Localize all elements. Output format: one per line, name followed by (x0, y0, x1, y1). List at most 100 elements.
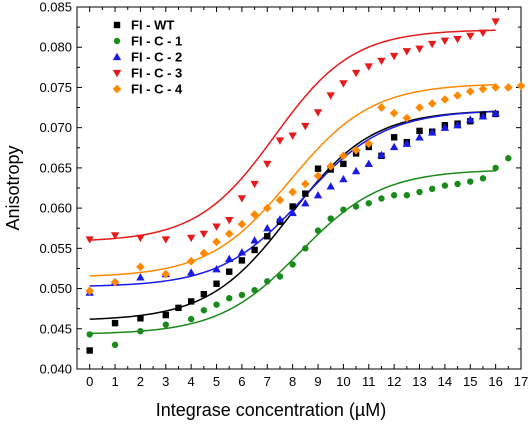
x-tick-label: 2 (137, 374, 144, 389)
data-point-series-1 (416, 127, 423, 135)
x-tick-label: 4 (188, 374, 195, 389)
data-point-series-4 (466, 32, 475, 41)
data-point-series-1 (264, 233, 271, 240)
data-point-series-1 (314, 165, 322, 172)
data-point-series-5 (136, 262, 145, 272)
data-point-series-4 (136, 234, 145, 243)
data-point-series-5 (389, 108, 399, 118)
y-tick-label: 0.085 (39, 0, 72, 15)
y-axis-title: Anisotropy (3, 145, 23, 230)
data-point-series-1 (226, 268, 233, 275)
legend-marker-series-3 (112, 52, 122, 61)
data-point-series-4 (415, 45, 424, 54)
data-point-series-2 (111, 341, 119, 349)
data-point-series-1 (251, 246, 258, 254)
data-point-series-3 (440, 123, 450, 131)
data-point-series-5 (440, 95, 450, 104)
data-point-series-2 (302, 245, 309, 252)
data-point-series-3 (478, 112, 488, 120)
data-point-series-3 (250, 236, 259, 244)
data-point-series-2 (352, 203, 360, 210)
data-point-series-2 (162, 321, 169, 328)
data-point-series-5 (478, 84, 488, 94)
data-point-series-4 (85, 236, 94, 244)
data-point-series-4 (491, 18, 500, 26)
data-point-series-2 (86, 331, 93, 338)
data-point-series-2 (137, 327, 144, 335)
x-tick-label: 14 (438, 374, 452, 389)
data-point-series-2 (264, 278, 271, 285)
legend-label-series-2: FI - C - 1 (131, 34, 182, 49)
data-point-series-3 (466, 115, 475, 123)
data-point-series-2 (365, 200, 372, 207)
data-point-series-2 (251, 286, 258, 294)
data-point-series-4 (478, 29, 488, 37)
legend-marker-series-1 (113, 21, 121, 29)
data-point-series-5 (199, 248, 209, 258)
data-point-series-1 (213, 280, 220, 287)
x-tick-label: 9 (314, 374, 321, 389)
fit-curve-series-2 (89, 170, 496, 335)
legend-marker-series-2 (113, 37, 121, 45)
data-point-series-1 (175, 304, 182, 312)
data-point-series-5 (275, 195, 285, 205)
x-tick-label: 10 (336, 374, 350, 389)
data-point-series-5 (351, 145, 361, 155)
data-point-series-4 (250, 180, 259, 189)
data-point-series-3 (339, 174, 348, 183)
data-point-series-1 (302, 190, 309, 197)
x-tick-label: 11 (362, 374, 376, 389)
data-point-series-5 (364, 139, 374, 149)
data-point-series-4 (301, 122, 310, 131)
data-point-series-3 (402, 139, 412, 147)
data-point-series-4 (428, 40, 437, 49)
data-point-series-3 (313, 191, 323, 199)
data-point-series-2 (289, 261, 296, 268)
x-axis-title: Integrase concentration (µM) (156, 400, 386, 420)
data-point-series-3 (225, 254, 234, 262)
data-point-series-3 (491, 108, 500, 117)
data-point-series-3 (326, 182, 335, 190)
data-point-series-3 (186, 268, 196, 276)
data-point-series-5 (491, 83, 500, 92)
data-point-series-3 (263, 224, 272, 232)
data-point-series-1 (162, 311, 169, 319)
data-point-series-1 (390, 134, 398, 141)
data-point-series-5 (402, 113, 412, 123)
data-point-series-3 (415, 133, 424, 141)
data-point-series-4 (161, 236, 170, 244)
data-point-series-3 (351, 166, 361, 175)
data-point-series-5 (453, 91, 462, 100)
data-point-series-5 (427, 99, 437, 108)
legend-label-series-4: FI - C - 3 (131, 66, 182, 81)
legend-marker-series-5 (112, 84, 122, 94)
y-tick-label: 0.075 (39, 80, 72, 95)
data-point-series-3 (301, 199, 310, 207)
data-point-series-2 (416, 188, 423, 196)
data-point-series-5 (465, 87, 475, 96)
x-tick-label: 1 (111, 374, 118, 389)
x-tick-label: 3 (162, 374, 169, 389)
y-tick-label: 0.070 (39, 120, 72, 135)
data-point-series-4 (199, 230, 209, 239)
data-point-series-2 (479, 175, 487, 182)
data-point-series-3 (453, 121, 462, 129)
data-point-series-1 (340, 160, 347, 168)
x-tick-label: 17 (514, 374, 528, 389)
data-point-series-2 (327, 215, 334, 222)
axes: 0 1 2 3 4 5 6 7 8 9 10 11 12 13 14 15 16 170.0400.0450.05… (39, 0, 528, 389)
data-point-series-3 (275, 215, 285, 223)
data-point-series-5 (212, 237, 221, 247)
data-point-series-4 (453, 36, 462, 44)
data-point-series-2 (429, 185, 436, 193)
data-point-series-4 (389, 52, 399, 61)
data-point-series-5 (339, 151, 348, 161)
data-point-series-2 (441, 182, 449, 189)
data-point-series-1 (200, 290, 208, 298)
data-point-series-3 (212, 265, 221, 273)
data-point-series-4 (402, 48, 412, 56)
fit-curve-series-5 (89, 83, 496, 277)
data-point-series-2 (492, 164, 499, 172)
data-point-series-1 (86, 347, 93, 354)
